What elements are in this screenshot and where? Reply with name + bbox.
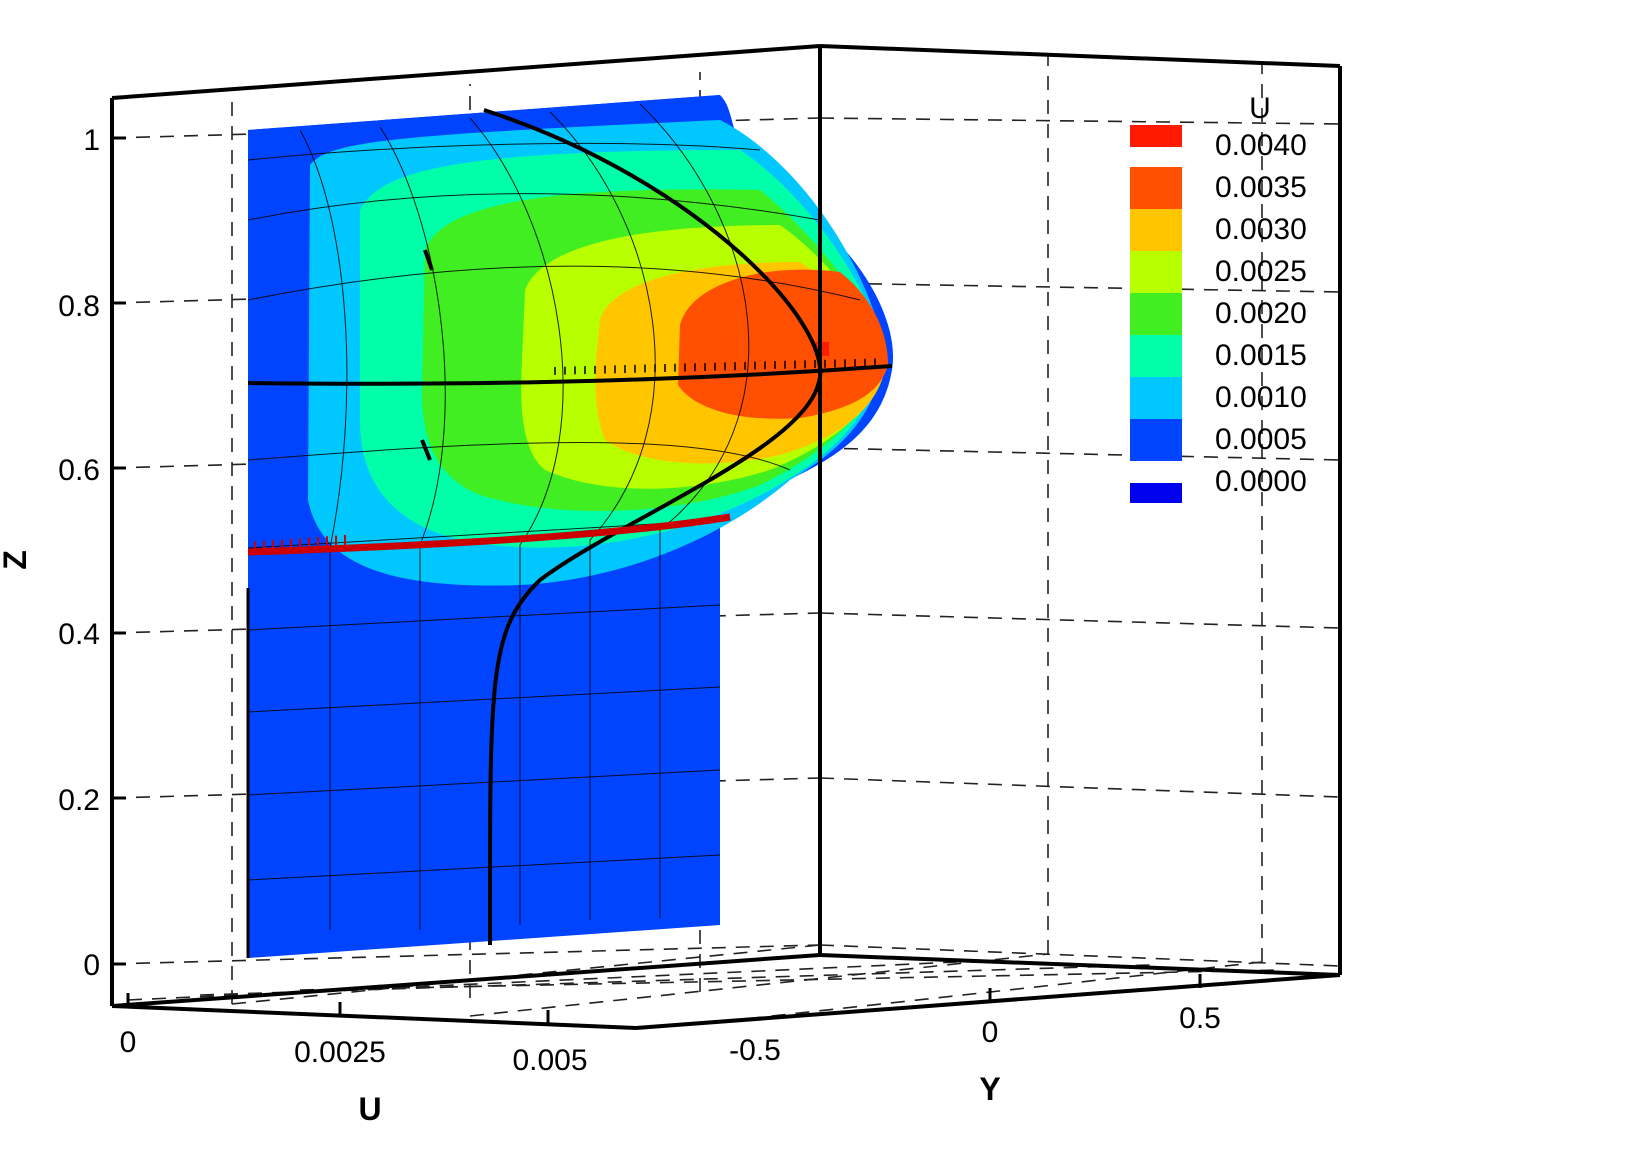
legend-swatch [1130, 335, 1182, 377]
legend-label: 0.0020 [1215, 297, 1307, 330]
z-tick-label: 0.2 [58, 784, 100, 817]
x-axis-label: U [358, 1091, 381, 1127]
black-profile-vertical [483, 108, 823, 946]
z-tick-label: 1 [83, 124, 100, 157]
y-tick-label: -0.5 [729, 1034, 781, 1067]
black-profile-horizontal [247, 364, 893, 386]
legend-label: 0.0040 [1215, 129, 1307, 162]
legend: U 0.0040 0.0035 0.0030 0.0025 0.0020 0.0015 0.… [1130, 92, 1307, 503]
tick-marks [112, 136, 1202, 1024]
y-tick-label: 0.5 [1179, 1002, 1221, 1035]
legend-title: U [1249, 92, 1271, 125]
z-tick-label: 0.6 [58, 454, 100, 487]
x-tick-label: 0.005 [512, 1044, 587, 1077]
legend-swatch [1130, 419, 1182, 461]
z-axis-label: Z [0, 550, 33, 570]
red-profile-hash-marks [254, 534, 346, 552]
z-tick-label: 0.8 [58, 290, 100, 323]
profile-curves [246, 108, 893, 958]
profile-hash-marks [554, 358, 876, 375]
z-tick-labels: 0 0.2 0.4 0.6 0.8 1 [58, 124, 100, 982]
legend-label: 0.0025 [1215, 255, 1307, 288]
legend-swatch [1130, 167, 1182, 209]
red-profile [247, 513, 731, 556]
legend-swatch [1130, 377, 1182, 419]
legend-swatch [1130, 251, 1182, 293]
y-axis-label: Y [979, 1071, 1000, 1107]
x-tick-label: 0 [120, 1026, 137, 1059]
y-tick-label: 0 [982, 1016, 999, 1049]
legend-label: 0.0005 [1215, 423, 1307, 456]
x-tick-label: 0.0025 [294, 1036, 386, 1069]
z-tick-label: 0 [83, 949, 100, 982]
y-tick-labels: -0.5 0 0.5 [729, 1002, 1221, 1067]
x-tick-labels: 0 0.0025 0.005 [120, 1026, 588, 1077]
legend-label: 0.0035 [1215, 171, 1307, 204]
legend-label: 0.0015 [1215, 339, 1307, 372]
legend-swatch [1130, 293, 1182, 335]
legend-label: 0.0010 [1215, 381, 1307, 414]
legend-swatch [1130, 125, 1182, 147]
box-edges [110, 44, 1342, 1030]
contour-level-0035 [678, 269, 888, 419]
black-profile-short [420, 249, 434, 461]
legend-label: 0.0000 [1215, 465, 1307, 498]
legend-swatch [1130, 483, 1182, 503]
contour-surface [248, 95, 894, 958]
z-tick-label: 0.4 [58, 618, 100, 651]
legend-swatch [1130, 209, 1182, 251]
legend-label: 0.0030 [1215, 213, 1307, 246]
